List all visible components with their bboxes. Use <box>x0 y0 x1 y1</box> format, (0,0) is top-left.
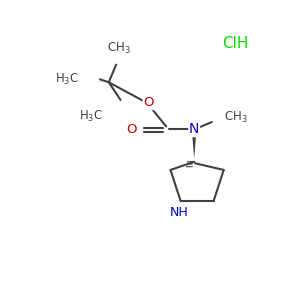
Text: NH: NH <box>170 206 189 220</box>
Polygon shape <box>192 135 196 159</box>
Text: CH$_3$: CH$_3$ <box>224 110 247 125</box>
Text: CH$_3$: CH$_3$ <box>107 41 131 56</box>
Text: H$_3$C: H$_3$C <box>79 109 103 124</box>
Text: H$_3$C: H$_3$C <box>55 72 79 87</box>
Text: ClH: ClH <box>222 37 249 52</box>
Text: N: N <box>189 122 200 136</box>
Text: O: O <box>126 123 137 136</box>
Text: O: O <box>143 96 154 110</box>
